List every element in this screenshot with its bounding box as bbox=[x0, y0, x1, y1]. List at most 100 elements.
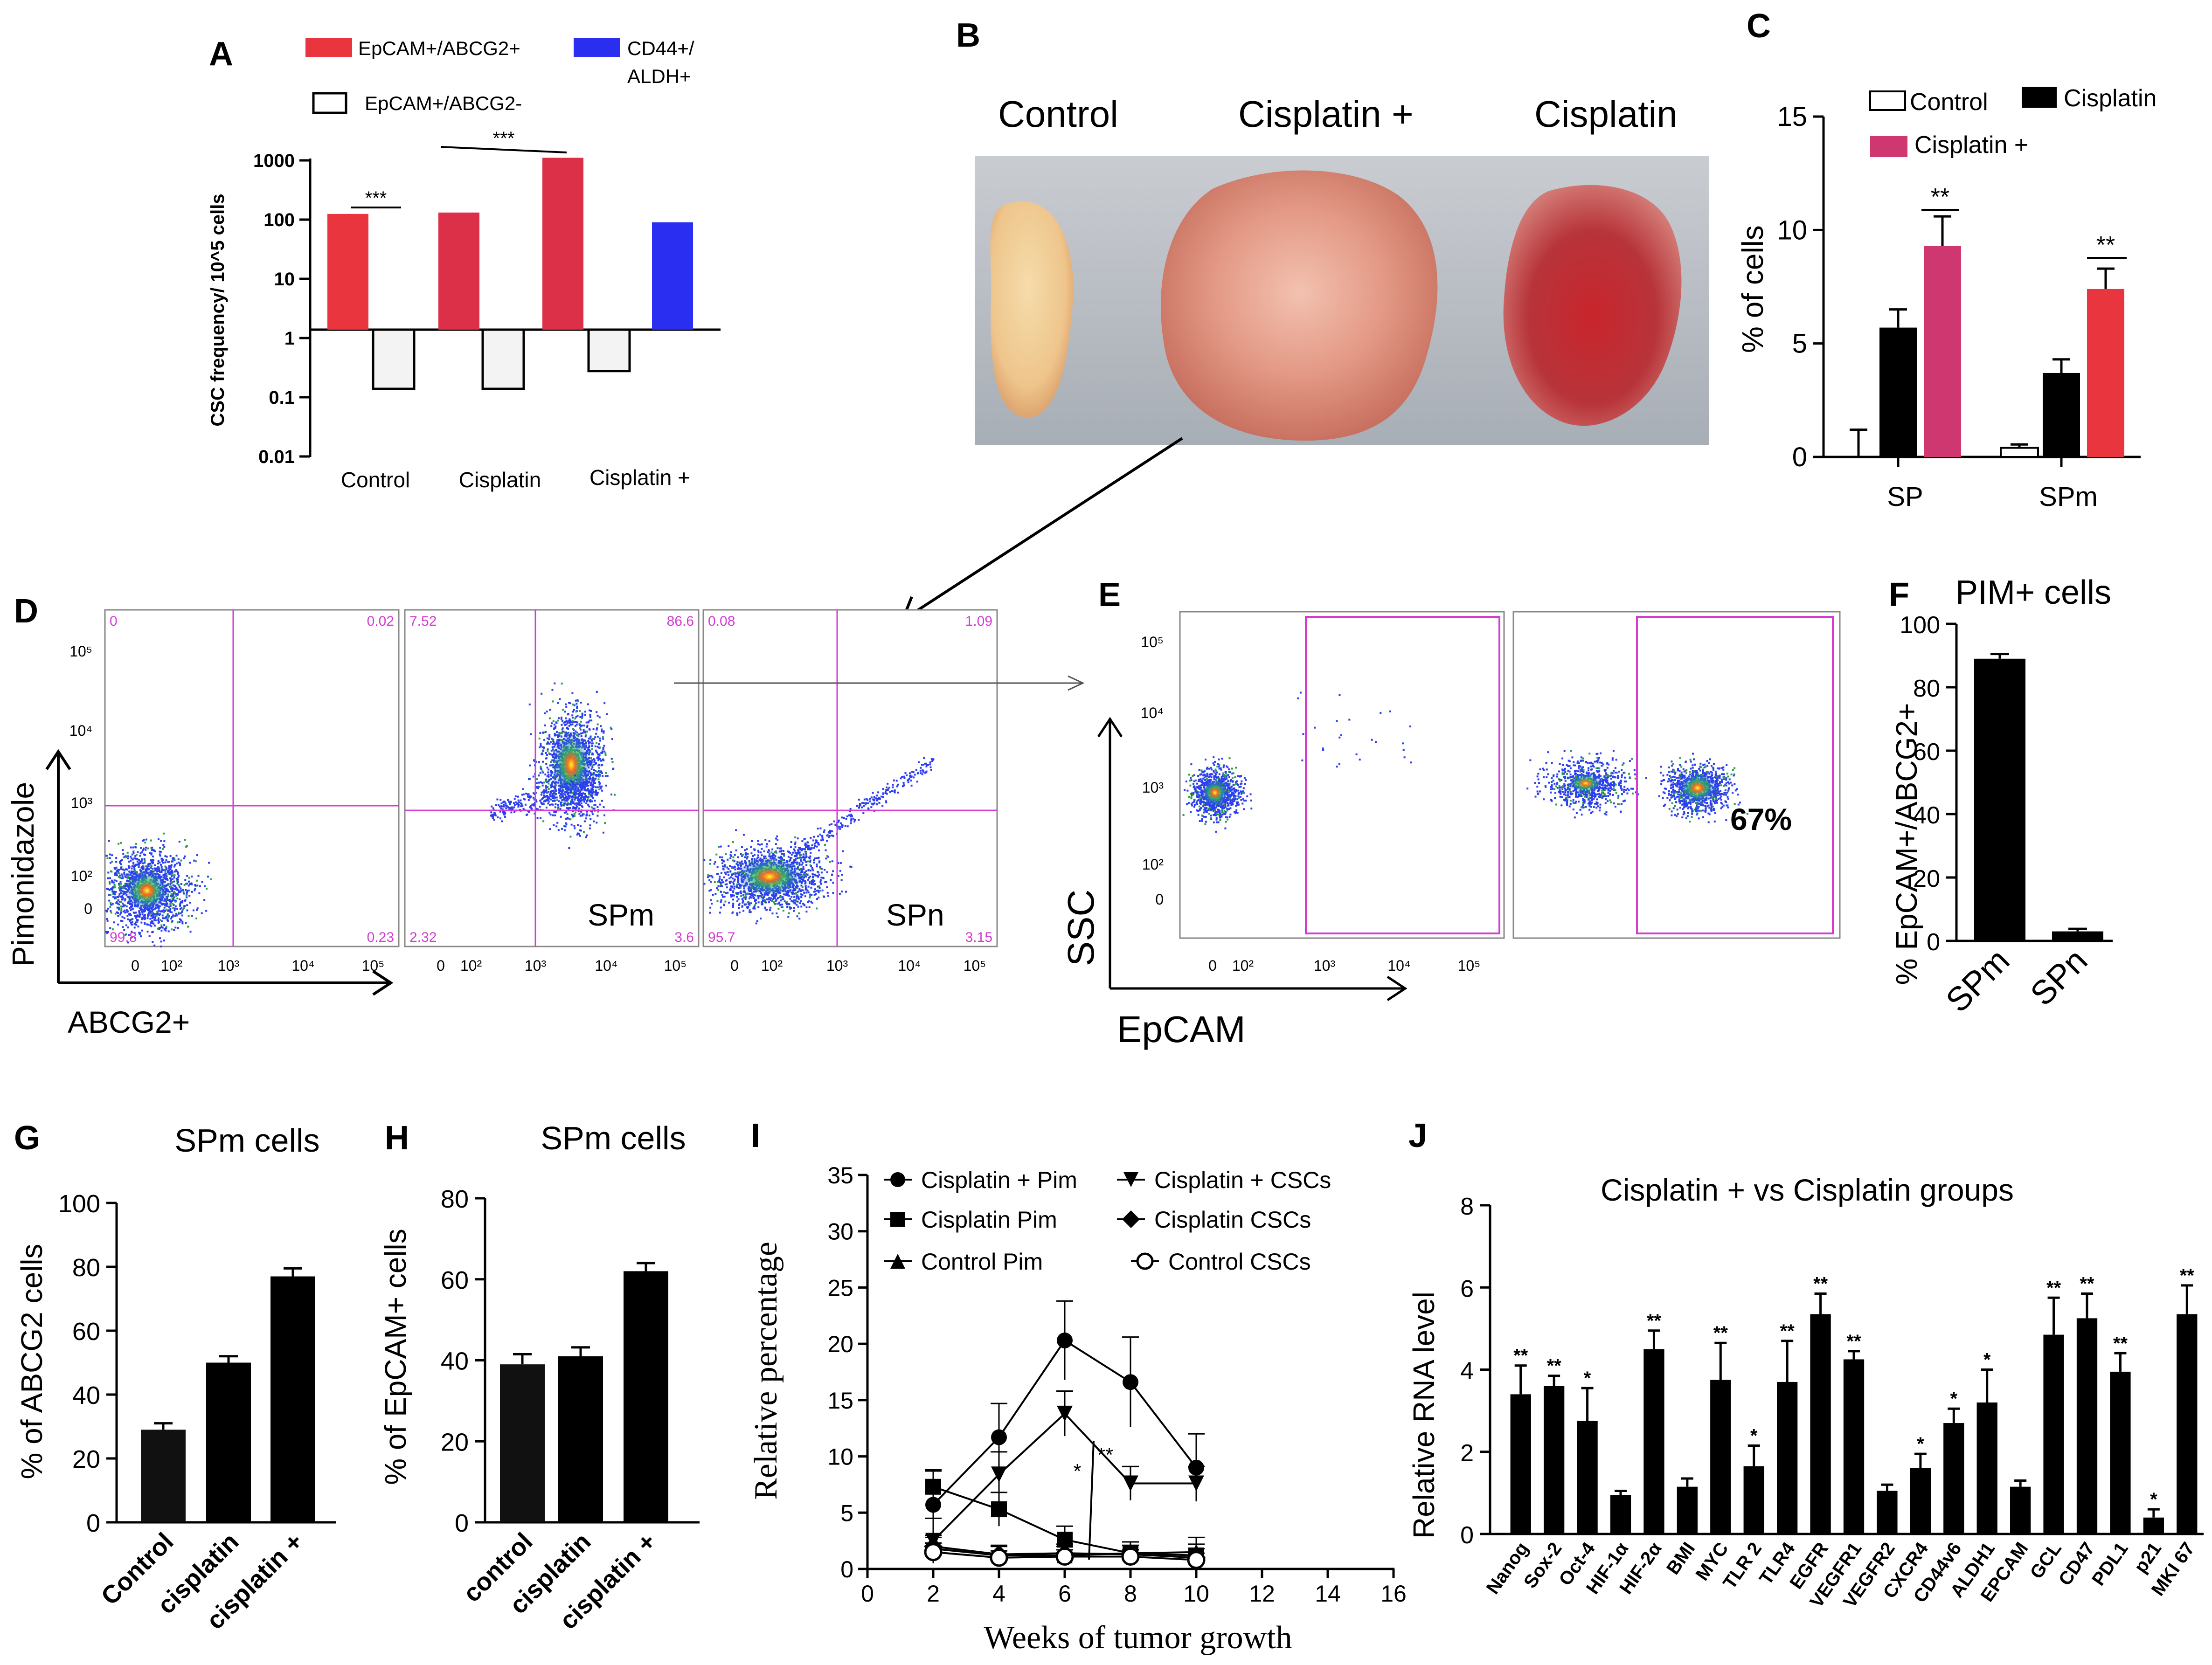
d-plot-0-event bbox=[144, 854, 146, 856]
d-plot-1-event bbox=[595, 742, 597, 744]
d-plot-0-event bbox=[162, 917, 164, 919]
d-plot-2-event bbox=[709, 863, 711, 865]
d-plot-2-event bbox=[708, 890, 711, 892]
d-plot-2-event bbox=[787, 894, 790, 897]
d-plot-0-event bbox=[111, 881, 113, 884]
d-plot-1-event bbox=[589, 776, 591, 778]
d-plot-2-event bbox=[842, 850, 844, 852]
d-plot-2-event bbox=[832, 882, 834, 884]
d-plot-0-event bbox=[148, 912, 150, 914]
c-legend-cisplatin-plus: Cisplatin + bbox=[1914, 131, 2028, 159]
d-plot-1-event bbox=[588, 815, 590, 817]
d-plot-1-event bbox=[579, 829, 581, 831]
d-plot-2-event bbox=[823, 896, 825, 898]
d-plot-1-event bbox=[589, 784, 592, 787]
d-plot-1-event bbox=[570, 823, 573, 826]
d-plot-1-event bbox=[582, 813, 584, 815]
d-plot-2-event bbox=[737, 856, 739, 858]
d-plot-1-event bbox=[552, 739, 554, 742]
d-plot-0-event bbox=[131, 921, 133, 923]
d-plot-1-event bbox=[567, 787, 569, 789]
d-plot-1-event bbox=[564, 797, 567, 800]
d-plot-0-event bbox=[157, 927, 159, 930]
d-plot-2-event bbox=[809, 875, 811, 877]
d-plot-1-event bbox=[562, 804, 565, 807]
d-plot-2-event bbox=[717, 881, 719, 883]
d-plot-2-event bbox=[736, 912, 738, 914]
d-plot-0-event bbox=[164, 910, 166, 912]
d-plot-1-event bbox=[564, 724, 566, 726]
d-plot-0-event bbox=[120, 907, 123, 910]
d-plot-0-event bbox=[188, 889, 191, 891]
d-plot-0-event bbox=[141, 858, 143, 860]
d-plot-2-event bbox=[798, 888, 801, 890]
d-plot-2-event bbox=[839, 828, 841, 830]
d-plot-1-event bbox=[599, 737, 601, 739]
d-plot-2-event bbox=[754, 904, 756, 906]
d-xtick: 10³ bbox=[218, 957, 240, 974]
d-plot-0-event bbox=[171, 860, 173, 863]
d-plot-2-event bbox=[754, 894, 756, 897]
d-plot-0-event bbox=[174, 899, 176, 902]
d-plot-1-event bbox=[552, 748, 554, 751]
d-plot-1-event bbox=[553, 789, 555, 792]
d-plot-1-event bbox=[593, 782, 595, 784]
d-plot-0-event bbox=[172, 907, 174, 909]
d-plot-2-event bbox=[802, 866, 804, 868]
d-plot-1-event bbox=[574, 793, 576, 795]
d-plot-1-event bbox=[572, 807, 574, 809]
d-plot-0-event bbox=[168, 873, 171, 875]
d-plot-1-event bbox=[588, 791, 590, 794]
d-plot-0-event bbox=[159, 913, 161, 915]
d-plot-1-event bbox=[575, 711, 577, 713]
d-plot-0-event bbox=[168, 906, 170, 908]
d-plot-0-event bbox=[160, 920, 163, 922]
d-plot-0-event bbox=[176, 879, 178, 882]
d-plot-1-event bbox=[558, 735, 561, 737]
d-plot-1-event bbox=[553, 795, 555, 798]
d-plot-2-event bbox=[845, 891, 847, 893]
d-plot-1-event bbox=[542, 732, 544, 734]
d-plot-1-event bbox=[545, 785, 547, 787]
d-plot-2-event bbox=[805, 864, 808, 866]
d-plot-0-event bbox=[118, 885, 121, 888]
d-plot-1-event bbox=[591, 739, 593, 742]
d-plot-1-event bbox=[574, 774, 576, 777]
d-plot-1-event bbox=[611, 761, 614, 763]
d-plot-1-event bbox=[517, 806, 520, 808]
d-plot-2-event bbox=[748, 860, 750, 862]
d-plot-0-event bbox=[172, 892, 174, 895]
d-plot-1-event bbox=[593, 763, 595, 766]
d-plot-2-event bbox=[722, 867, 724, 870]
d-plot-1-event bbox=[522, 793, 525, 795]
d-plot-2-event bbox=[730, 867, 733, 869]
d-plot-1-event bbox=[551, 689, 554, 691]
d-plot-0-event bbox=[118, 887, 120, 889]
d-plot-1-event bbox=[584, 735, 587, 738]
d-plot-1-event bbox=[611, 738, 613, 740]
d-plot-1-event bbox=[584, 772, 586, 774]
d-plot-0-event bbox=[162, 843, 165, 846]
d-plot-2-event bbox=[757, 843, 759, 845]
d-plot-2-event bbox=[733, 879, 735, 882]
d-plot-2-event bbox=[738, 907, 740, 909]
d-plot-2-event bbox=[819, 867, 822, 870]
d-plot-2-event bbox=[770, 897, 772, 899]
d-plot-2-event bbox=[867, 808, 870, 810]
d-plot-0-event bbox=[159, 850, 161, 853]
d-xtick: 10⁴ bbox=[291, 957, 314, 974]
d-plot-1-event bbox=[596, 792, 598, 795]
panel-c: C Control Cisplatin Cisplatin + % of cel… bbox=[1736, 7, 2157, 512]
d-plot-2-event bbox=[867, 807, 869, 809]
d-plot-1-event bbox=[589, 781, 592, 784]
d-plot-0-event bbox=[148, 935, 151, 937]
d-plot-1-event bbox=[603, 745, 605, 747]
d-plot-0-event bbox=[119, 862, 121, 864]
d-plot-1-event bbox=[507, 799, 509, 801]
d-plot-1-event bbox=[497, 816, 499, 819]
d-plot-0-event bbox=[180, 919, 182, 921]
d-plot-0-event bbox=[159, 911, 162, 913]
d-plot-2-event bbox=[776, 835, 778, 837]
d-plot-0-event bbox=[135, 857, 137, 860]
d-plot-1-event bbox=[591, 759, 594, 761]
